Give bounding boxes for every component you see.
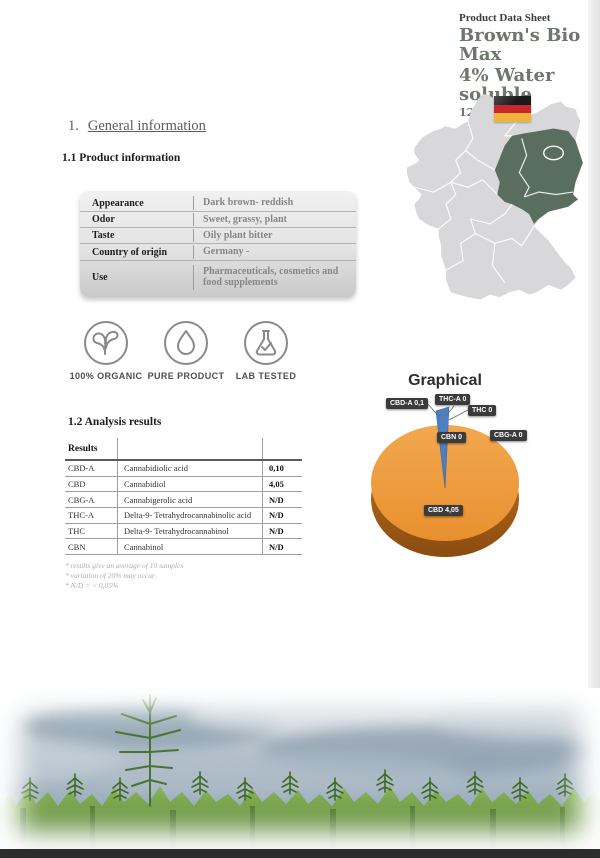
table-row: THC-A Delta-9- Tetrahydrocannabinolic ac… [65, 508, 302, 524]
cell-value: N/D [262, 492, 302, 508]
pie-label-cbda: CBD-A 0,1 [386, 398, 428, 409]
pie-label-cbd: CBD 4,05 [424, 505, 463, 516]
row-label: Odor [92, 214, 115, 225]
eastern-states-inner-borders [518, 138, 574, 198]
cell-abbr: THC-A [68, 510, 94, 521]
document-type-label: Product Data Sheet [459, 12, 551, 24]
cell-value: N/D [262, 539, 302, 555]
badge-label: 100% ORGANIC [69, 371, 143, 381]
table-row: Appearance Dark brown- reddish [80, 195, 356, 211]
flag-black-stripe [494, 96, 531, 105]
section-title: General information [87, 118, 206, 134]
organic-leaf-icon [83, 320, 129, 366]
footer-bar [0, 849, 600, 858]
cell-value: 4,05 [262, 476, 302, 492]
pie-label-thca: THC-A 0 [435, 394, 471, 405]
table-row: THC Delta-9- Tetrahydrocannabinol N/D [65, 523, 302, 540]
germany-map-svg [406, 94, 583, 300]
analysis-heading: 1.2 Analysis results [68, 416, 162, 428]
page-edge-strip [588, 0, 600, 692]
product-info-heading: 1.1 Product information [62, 152, 181, 164]
row-label: Appearance [92, 197, 144, 209]
hemp-field-svg [0, 688, 600, 850]
footnotes: * results give an average of 10 samples … [65, 561, 183, 591]
table-header-row: Results [65, 438, 302, 461]
cell-abbr: CBD [68, 479, 86, 490]
table-row: CBG-A Cannabigerolic acid N/D [65, 492, 302, 509]
cell-name: Delta-9- Tetrahydrocannabinol [117, 523, 262, 539]
analysis-results-table: Results CBD-A Cannabidiolic acid 0,10 CB… [65, 438, 302, 556]
cell-name: Cannabidiolic acid [117, 461, 262, 476]
lab-flask-icon [243, 320, 289, 366]
cell-abbr: CBG-A [68, 494, 95, 505]
header-empty [117, 438, 262, 459]
footnote: * results give an average of 10 samples [65, 561, 184, 570]
cell-name: Cannabigerolic acid [117, 492, 262, 508]
pie-label-cbga: CBG-A 0 [490, 430, 527, 441]
cell-abbr: CBD-A [68, 463, 95, 474]
droplet-icon [163, 320, 209, 366]
cell-name: Cannabidiol [117, 476, 262, 492]
chart-title: Graphical [408, 372, 482, 389]
section-general-heading: 1. General information [68, 118, 206, 135]
cell-abbr: THC [68, 526, 85, 537]
germany-map [392, 87, 588, 313]
cell-value: N/D [262, 508, 302, 523]
footnote: * N/D = < 0,05% [65, 581, 119, 590]
table-row: Use Pharmaceuticals, cosmetics and food … [80, 260, 356, 293]
state-borders [414, 120, 535, 283]
row-value: Germany - [193, 245, 356, 259]
german-flag-icon [494, 96, 531, 123]
cell-name: Delta-9- Tetrahydrocannabinolic acid [117, 508, 262, 523]
product-info-table: Appearance Dark brown- reddish Odor Swee… [80, 190, 356, 297]
row-label: Taste [92, 230, 115, 241]
cell-abbr: CBN [68, 541, 86, 552]
flag-gold-stripe [494, 113, 531, 123]
footnote: * variation of 20% may occur. [65, 571, 156, 580]
header-empty [262, 438, 302, 459]
table-row: CBD Cannabidiol 4,05 [65, 476, 302, 493]
section-number: 1. [68, 118, 79, 134]
table-row: Odor Sweet, grassy, plant [80, 211, 356, 227]
flag-red-stripe [494, 104, 531, 114]
cell-value: 0,10 [262, 461, 302, 476]
pie-label-cbn: CBN 0 [437, 432, 467, 443]
header-results: Results [68, 443, 98, 454]
badge-pure: PURE PRODUCT [146, 320, 226, 381]
row-value: Pharmaceuticals, cosmetics and food supp… [193, 264, 356, 290]
badge-lab: LAB TESTED [226, 320, 306, 381]
row-value: Sweet, grassy, plant [193, 212, 356, 227]
berlin-enclave [543, 145, 564, 161]
table-row: Taste Oily plant bitter [80, 227, 356, 243]
cell-value: N/D [262, 523, 302, 539]
pie-slice-cbda [435, 406, 450, 489]
cell-name: Cannabinol [117, 539, 262, 555]
pie-chart-svg [371, 403, 519, 557]
table-row: Country of origin Germany - [80, 243, 356, 260]
row-value: Oily plant bitter [193, 228, 356, 243]
table-row: CBD-A Cannabidiolic acid 0,10 [65, 461, 302, 477]
badge-label: PURE PRODUCT [147, 371, 225, 381]
row-value: Dark brown- reddish [193, 196, 356, 210]
table-row: CBN Cannabinol N/D [65, 539, 302, 556]
callout-lines [427, 403, 469, 421]
hemp-field-photo [0, 688, 600, 850]
badge-label: LAB TESTED [235, 371, 297, 381]
badge-organic: 100% ORGANIC [66, 320, 146, 381]
row-label: Country of origin [92, 246, 167, 258]
row-label: Use [92, 271, 108, 283]
pie-label-thc: THC 0 [468, 405, 497, 416]
certification-badges: 100% ORGANIC PURE PRODUCT LAB TESTED [66, 320, 306, 381]
product-title-line1: Brown's Bio Max [459, 25, 581, 65]
tall-hemp-plant [115, 694, 181, 807]
pie-chart: CBD-A 0,1 THC-A 0 THC 0 CBG-A 0 CBN 0 CB… [360, 393, 530, 571]
